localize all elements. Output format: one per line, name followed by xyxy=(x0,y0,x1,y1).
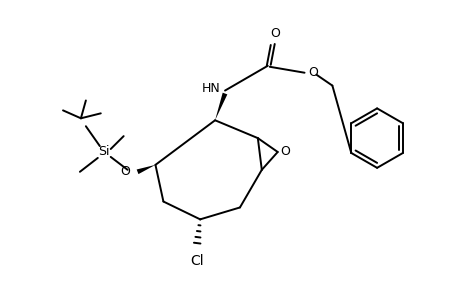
Polygon shape xyxy=(136,165,155,174)
Text: O: O xyxy=(269,27,279,40)
Text: HN: HN xyxy=(201,82,219,95)
Text: Cl: Cl xyxy=(190,254,204,268)
Text: O: O xyxy=(280,146,290,158)
Text: O: O xyxy=(308,66,318,79)
Text: O: O xyxy=(120,165,130,178)
Text: Si: Si xyxy=(98,146,109,158)
Polygon shape xyxy=(215,93,227,120)
